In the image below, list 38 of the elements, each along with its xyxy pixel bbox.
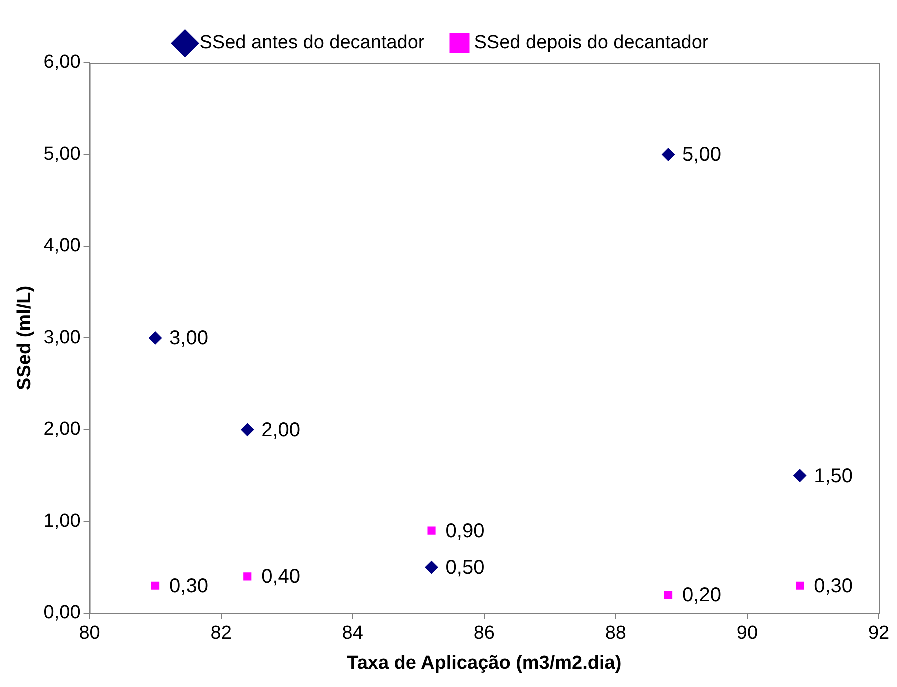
data-label: 5,00: [682, 144, 722, 166]
data-label: 3,00: [170, 328, 208, 350]
data-label: 0,50: [446, 557, 485, 580]
y-axis-title: SSed (ml/L): [14, 286, 36, 390]
x-tick-label: 88: [605, 623, 626, 644]
x-tick-label: 90: [736, 623, 758, 644]
x-tick-label: 86: [474, 623, 495, 644]
x-axis-title: Taxa de Aplicação (m3/m2.dia): [347, 652, 622, 674]
y-tick-label: 3,00: [44, 327, 81, 348]
point: [796, 582, 804, 590]
point: [428, 526, 436, 535]
point: [664, 591, 673, 600]
data-label: 0,30: [814, 575, 854, 598]
point: [244, 572, 252, 581]
y-tick-label: 5,00: [44, 144, 81, 165]
data-label: 0,30: [170, 575, 208, 598]
x-tick-label: 92: [868, 623, 890, 644]
data-label: 0,40: [262, 566, 301, 588]
point: [794, 469, 807, 482]
data-label: 0,20: [682, 584, 722, 607]
legend-label: SSed depois do decantador: [474, 32, 710, 54]
point: [425, 561, 438, 574]
y-tick-label: 1,00: [44, 510, 81, 532]
y-tick-label: 0,00: [44, 602, 81, 624]
point: [241, 423, 254, 436]
point: [662, 148, 676, 162]
legend-label: SSed antes do decantador: [200, 32, 426, 54]
data-label: 0,90: [446, 520, 485, 542]
x-tick-label: 84: [342, 623, 364, 644]
x-tick-label: 82: [210, 623, 232, 644]
y-tick-label: 6,00: [44, 52, 81, 74]
point: [152, 582, 160, 590]
y-tick-label: 4,00: [44, 236, 81, 257]
data-label: 1,50: [814, 465, 854, 488]
x-tick-label: 80: [79, 623, 100, 644]
y-tick-label: 2,00: [44, 419, 81, 440]
point: [149, 332, 162, 345]
data-label: 2,00: [262, 419, 301, 442]
